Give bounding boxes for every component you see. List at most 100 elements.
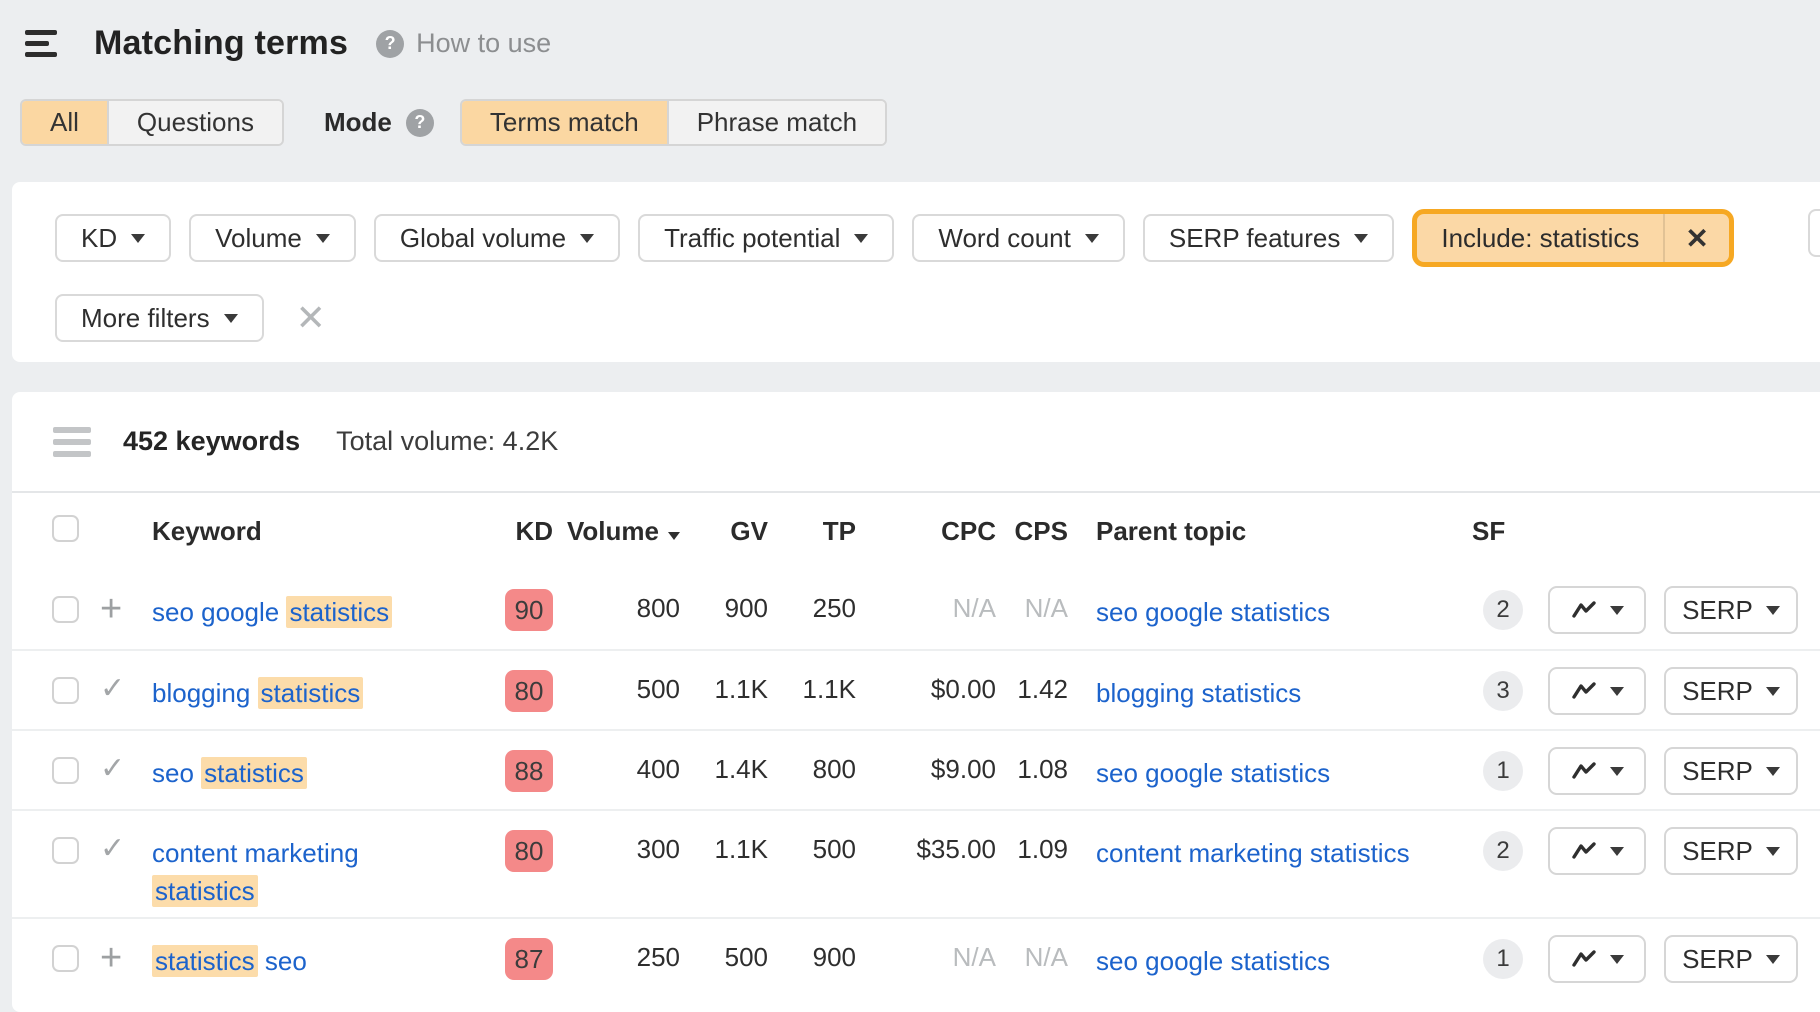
mode-label: Mode — [323, 107, 392, 137]
filter-word-count[interactable]: Word count — [912, 214, 1125, 262]
chevron-down-icon — [1084, 233, 1099, 243]
filter-label: Word count — [938, 222, 1071, 253]
row-checkbox[interactable] — [52, 596, 79, 623]
filter-label: SERP features — [1168, 222, 1341, 253]
keyword-link[interactable]: blogging statistics — [152, 677, 364, 709]
filter-global-volume[interactable]: Global volume — [373, 214, 621, 262]
trend-chart-icon — [1571, 762, 1596, 779]
keyword-link[interactable]: content marketing statistics — [152, 838, 359, 907]
more-filters-button[interactable]: More filters — [55, 294, 264, 342]
help-icon[interactable]: ? — [376, 29, 405, 58]
filter-label: Global volume — [399, 222, 567, 253]
filter-label: Volume — [215, 222, 302, 253]
serp-button[interactable]: SERP — [1664, 935, 1798, 983]
serp-button[interactable]: SERP — [1664, 827, 1798, 875]
col-sf[interactable]: SF — [1472, 516, 1506, 546]
position-history-button[interactable] — [1548, 935, 1646, 983]
table-row: + ✓ blogging statistics 80 500 1.1K 1.1K… — [12, 649, 1820, 730]
filter-volume[interactable]: Volume — [189, 214, 356, 262]
add-keyword-icon[interactable]: + — [100, 588, 123, 630]
col-kd[interactable]: KD — [515, 516, 553, 546]
clear-filters-icon[interactable]: ✕ — [295, 297, 326, 338]
row-checkbox[interactable] — [52, 757, 79, 784]
parent-topic-link[interactable]: seo google statistics — [1096, 946, 1331, 976]
match-mode-tabs: Terms match Phrase match — [459, 99, 888, 146]
list-options-icon[interactable] — [53, 426, 91, 457]
keyword-link[interactable]: statistics seo — [152, 945, 307, 977]
chevron-down-icon — [131, 233, 146, 243]
filter-row-2: More filters ✕ — [55, 294, 1820, 342]
parent-topic-link[interactable]: seo google statistics — [1096, 597, 1331, 627]
tab-terms-match[interactable]: Terms match — [461, 101, 667, 144]
add-keyword-icon[interactable]: + — [100, 937, 123, 979]
col-volume[interactable]: Volume — [553, 493, 680, 570]
serp-features-count[interactable]: 2 — [1483, 590, 1523, 630]
parent-topic-link[interactable]: seo google statistics — [1096, 758, 1331, 788]
results-summary-bar: 452 keywords Total volume: 4.2K — [12, 392, 1820, 493]
filter-traffic-potential[interactable]: Traffic potential — [638, 214, 895, 262]
serp-button[interactable]: SERP — [1664, 747, 1798, 795]
traffic-potential-value: 250 — [812, 593, 856, 623]
tab-questions[interactable]: Questions — [106, 101, 282, 144]
col-gv[interactable]: GV — [730, 516, 768, 546]
table-header-row: Keyword KD Volume GV TP CPC CPS Parent t… — [12, 493, 1820, 570]
table-row: + ✓ statistics seo 87 250 500 900 N/A N/… — [12, 917, 1820, 998]
chevron-down-icon — [1609, 954, 1624, 964]
keyword-link[interactable]: seo google statistics — [152, 596, 393, 628]
added-check-icon: ✓ — [100, 672, 126, 705]
serp-features-count[interactable]: 2 — [1483, 831, 1523, 871]
serp-button-label: SERP — [1682, 755, 1753, 786]
remove-include-filter-icon[interactable]: ✕ — [1663, 214, 1728, 262]
traffic-potential-value: 900 — [768, 917, 856, 998]
col-cps[interactable]: CPS — [1014, 516, 1068, 546]
kd-badge: 80 — [505, 830, 553, 872]
row-checkbox[interactable] — [52, 945, 79, 972]
serp-button-label: SERP — [1682, 594, 1753, 625]
filter-kd[interactable]: KD — [55, 214, 172, 262]
col-tp[interactable]: TP — [822, 516, 856, 546]
table-row: + ✓ seo google statistics 90 800 900 250… — [12, 570, 1820, 650]
cps-value: 1.42 — [996, 649, 1068, 730]
include-filter-chip[interactable]: Include: statistics ✕ — [1412, 209, 1734, 267]
clipped-edge-button[interactable] — [1808, 209, 1820, 257]
global-volume-value: 1.4K — [680, 729, 768, 810]
traffic-potential-value: 1.1K — [768, 649, 856, 730]
serp-button-label: SERP — [1682, 835, 1753, 866]
added-check-icon: ✓ — [100, 832, 126, 865]
kd-badge: 88 — [505, 750, 553, 792]
reports-menu-icon[interactable] — [25, 30, 57, 57]
row-checkbox[interactable] — [52, 677, 79, 704]
parent-topic-link[interactable]: blogging statistics — [1096, 678, 1302, 708]
keyword-link[interactable]: seo statistics — [152, 757, 307, 789]
serp-features-count[interactable]: 1 — [1483, 939, 1523, 979]
chevron-down-icon — [1765, 686, 1780, 696]
position-history-button[interactable] — [1548, 667, 1646, 715]
col-parent-topic[interactable]: Parent topic — [1096, 516, 1247, 546]
position-history-button[interactable] — [1548, 747, 1646, 795]
serp-features-count[interactable]: 3 — [1483, 671, 1523, 711]
chevron-down-icon — [854, 233, 869, 243]
serp-features-count[interactable]: 1 — [1483, 751, 1523, 791]
trend-chart-icon — [1571, 682, 1596, 699]
page-title: Matching terms — [94, 24, 349, 62]
chevron-down-icon — [1609, 605, 1624, 615]
table-row: + ✓ seo statistics 88 400 1.4K 800 $9.00… — [12, 729, 1820, 810]
position-history-button[interactable] — [1548, 586, 1646, 634]
chevron-down-icon — [580, 233, 595, 243]
chevron-down-icon — [1765, 846, 1780, 856]
select-all-checkbox[interactable] — [52, 514, 79, 542]
serp-button[interactable]: SERP — [1664, 586, 1798, 634]
mode-help-icon[interactable]: ? — [405, 108, 434, 137]
position-history-button[interactable] — [1548, 827, 1646, 875]
tab-all[interactable]: All — [22, 101, 107, 144]
more-filters-label: More filters — [81, 302, 210, 333]
col-cpc[interactable]: CPC — [941, 516, 996, 546]
tab-phrase-match[interactable]: Phrase match — [666, 101, 886, 144]
how-to-use-link[interactable]: How to use — [416, 28, 552, 58]
row-checkbox[interactable] — [52, 837, 79, 864]
parent-topic-link[interactable]: content marketing statistics — [1096, 838, 1410, 868]
filter-serp-features[interactable]: SERP features — [1142, 214, 1395, 262]
serp-button[interactable]: SERP — [1664, 667, 1798, 715]
cps-value: 1.09 — [996, 809, 1068, 918]
